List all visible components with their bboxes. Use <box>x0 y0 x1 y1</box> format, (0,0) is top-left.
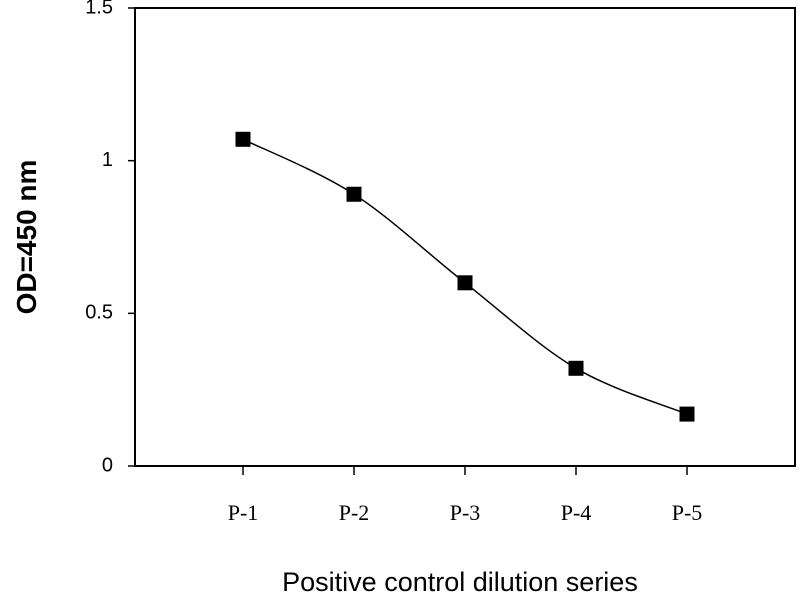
y-tick-label: 1.5 <box>85 0 113 18</box>
x-tick-label: P-5 <box>672 500 703 525</box>
x-tick-label: P-1 <box>228 500 259 525</box>
x-tick-label: P-3 <box>450 500 481 525</box>
data-point <box>568 360 584 376</box>
x-axis-title: Positive control dilution series <box>282 567 638 597</box>
y-tick-label: 1 <box>102 149 113 171</box>
series-markers <box>235 131 695 422</box>
x-tick-label: P-4 <box>561 500 592 525</box>
data-point <box>457 275 473 291</box>
data-point <box>346 186 362 202</box>
x-tick-label: P-2 <box>339 500 370 525</box>
y-tick-label: 0.5 <box>85 302 113 324</box>
y-tick-label: 0 <box>102 454 113 476</box>
y-axis: 0 0.5 1 1.5 <box>85 0 135 476</box>
plot-area <box>134 7 796 467</box>
data-point <box>235 131 251 147</box>
y-axis-title: OD=450 nm <box>11 160 42 315</box>
x-axis: P-1 P-2 P-3 P-4 P-5 <box>228 466 703 525</box>
data-point <box>679 406 695 422</box>
